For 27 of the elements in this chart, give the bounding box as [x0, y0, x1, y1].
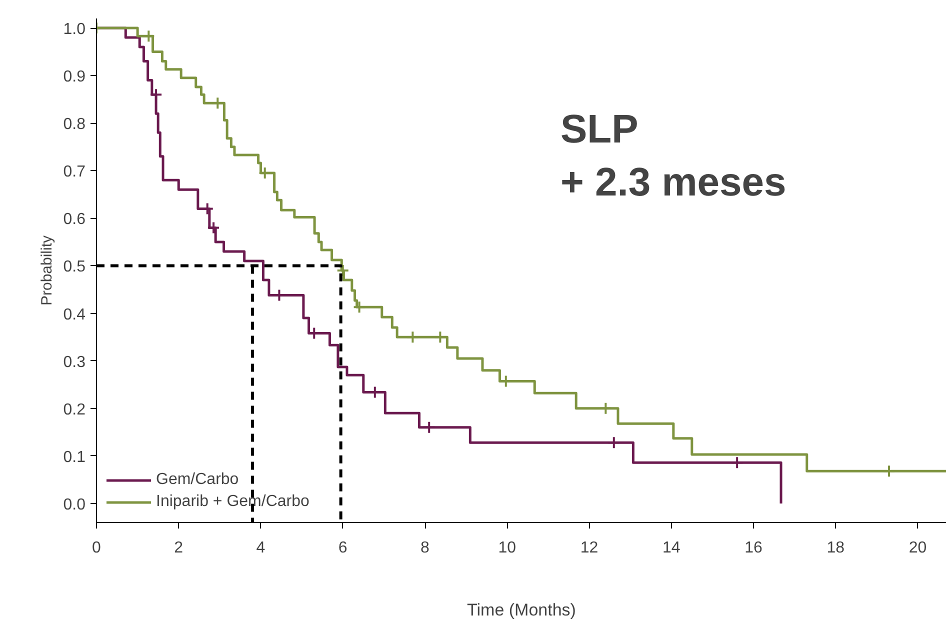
y-tick-label: 0.9	[63, 68, 86, 86]
x-tick-label: 8	[420, 540, 430, 556]
x-tick-label: 6	[338, 540, 348, 556]
x-tick-label: 10	[498, 540, 516, 556]
x-tick-label: 12	[580, 540, 598, 556]
annotation: SLP + 2.3 meses	[560, 108, 786, 204]
x-tick-label: 18	[826, 540, 845, 556]
y-tick-label: 0.6	[63, 211, 86, 228]
x-tick-label: 0	[92, 540, 102, 556]
y-axis-title: Probability	[38, 234, 56, 306]
y-tick-label: 0.7	[63, 164, 86, 181]
x-tick-label: 16	[744, 540, 763, 556]
x-tick-label: 2	[174, 540, 184, 556]
y-tick-label: 0.8	[63, 116, 86, 134]
y-tick-label: 0.5	[63, 258, 86, 276]
legend-label: Gem/Carbo	[156, 471, 239, 489]
y-tick-label: 0.2	[63, 401, 86, 418]
y-tick-label: 0.1	[63, 448, 86, 466]
x-axis-title: Time (Months)	[467, 600, 576, 620]
legend-label: Iniparib + Gem/Carbo	[156, 493, 310, 511]
y-tick-label: 0.3	[63, 354, 86, 371]
x-tick-label: 14	[662, 540, 680, 556]
y-tick-label: 0.0	[63, 496, 86, 514]
x-tick-label: 20	[908, 540, 927, 556]
x-tick-label: 4	[256, 540, 266, 556]
y-tick-label: 0.4	[63, 306, 86, 324]
y-tick-label: 1.0	[63, 21, 86, 38]
